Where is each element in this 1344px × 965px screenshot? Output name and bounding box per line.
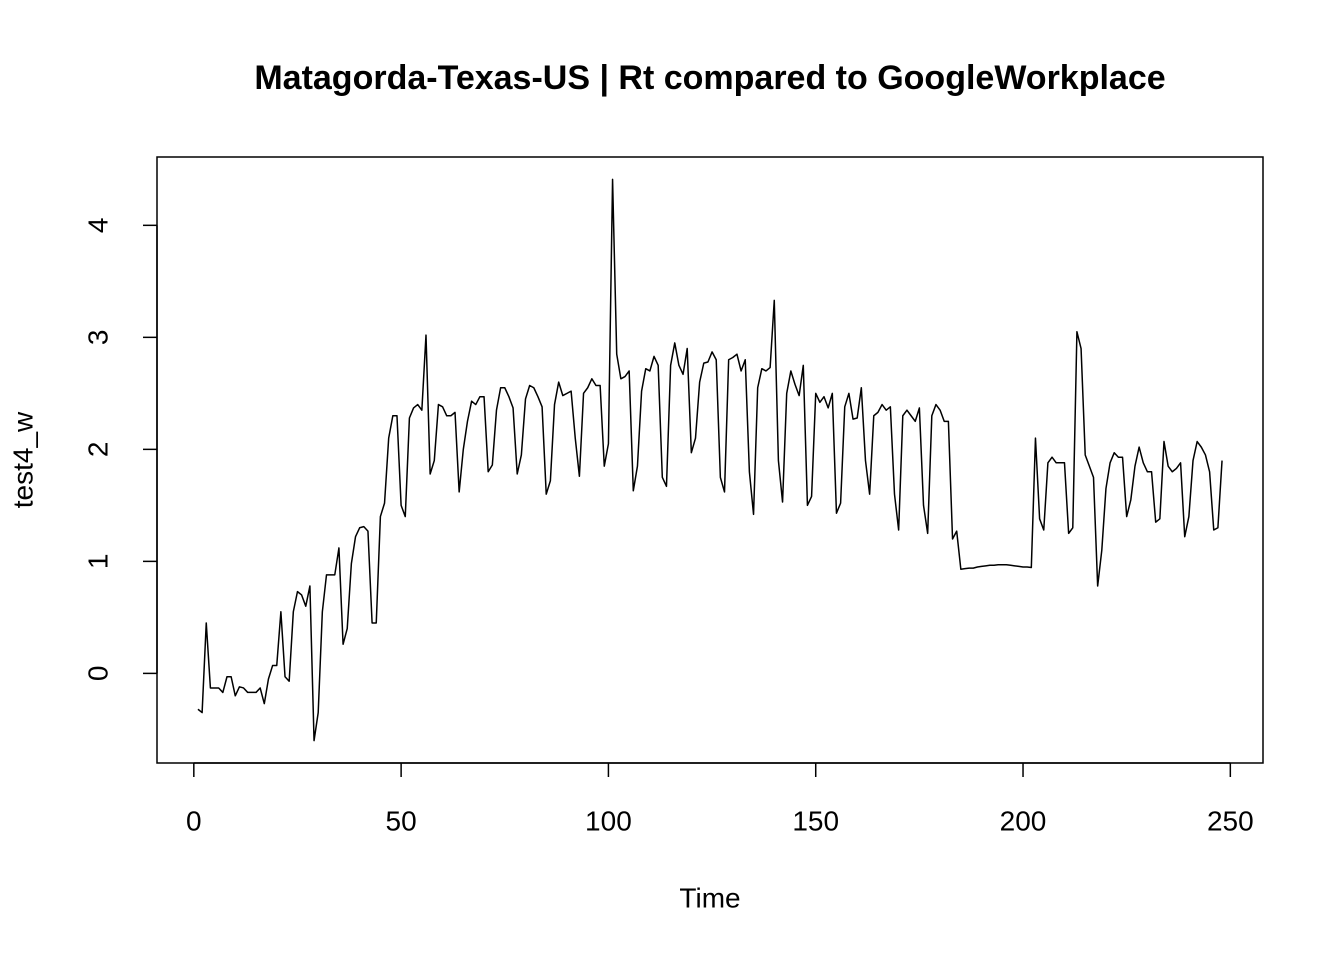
y-tick-label: 3 bbox=[82, 330, 113, 346]
x-tick-label: 150 bbox=[792, 805, 839, 836]
y-axis-label: test4_w bbox=[7, 411, 38, 508]
x-tick-label: 200 bbox=[1000, 805, 1047, 836]
x-tick-label: 50 bbox=[386, 805, 417, 836]
chart-title: Matagorda-Texas-US | Rt compared to Goog… bbox=[254, 59, 1165, 97]
x-tick-label: 0 bbox=[186, 805, 202, 836]
y-tick-label: 2 bbox=[82, 442, 113, 458]
y-tick-label: 1 bbox=[82, 554, 113, 570]
x-tick-label: 250 bbox=[1207, 805, 1254, 836]
series-line bbox=[197, 178, 1223, 742]
x-tick-label: 100 bbox=[585, 805, 632, 836]
y-tick-label: 0 bbox=[82, 666, 113, 682]
y-tick-label: 4 bbox=[82, 218, 113, 234]
x-axis-label: Time bbox=[679, 882, 740, 913]
